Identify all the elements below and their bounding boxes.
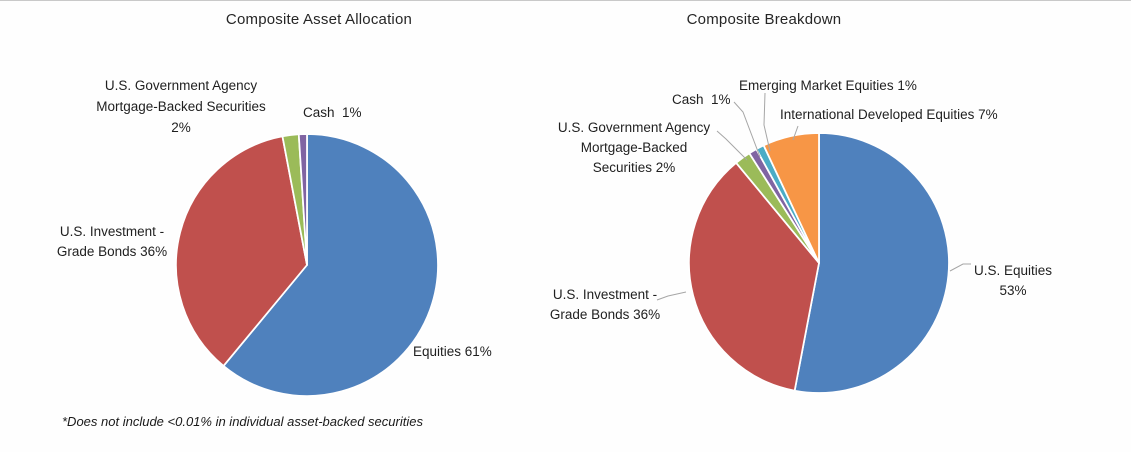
left-label-cash: Cash 1% [303,105,362,120]
left-label-equities: Equities 61% [413,344,492,359]
right-label-us-equities: U.S. Equities 53% [973,263,1053,298]
left-pie [175,133,439,397]
right-leader-line-2 [763,92,771,152]
pie-slice-cash [297,133,308,266]
left-chart-title: Composite Asset Allocation [225,11,413,28]
pie-slice-u-s-equities [793,132,950,394]
right-leader-line-5 [656,291,687,301]
pie-slice-international-developed-equities [762,132,820,264]
right-label-emerging: Emerging Market Equities 1% [739,78,917,93]
pie-slice-equities [222,133,439,397]
right-leader-line-4 [949,263,971,272]
pie-slice-u-s-investment-grade-bonds [688,161,820,392]
right-chart-title: Composite Breakdown [686,11,842,28]
left-chart-footnote: *Does not include <0.01% in individual a… [62,414,423,429]
right-leader-line-0 [716,130,748,161]
right-pie [688,132,950,394]
right-label-intl: International Developed Equities 7% [780,107,998,122]
right-label-mbs: U.S. Government Agency Mortgage-Backed S… [557,120,711,175]
window-top-edge [0,0,1131,1]
right-label-cash: Cash 1% [672,92,731,107]
pie-slice-u-s-investment-grade-bonds [175,135,308,367]
right-leader-line-1 [733,101,761,158]
left-label-bonds: U.S. Investment - Grade Bonds 36% [56,224,168,259]
right-leader-line-3 [792,125,799,141]
right-label-bonds: U.S. Investment - Grade Bonds 36% [549,287,661,322]
left-label-mbs: U.S. Government Agency Mortgage-Backed S… [96,78,266,135]
